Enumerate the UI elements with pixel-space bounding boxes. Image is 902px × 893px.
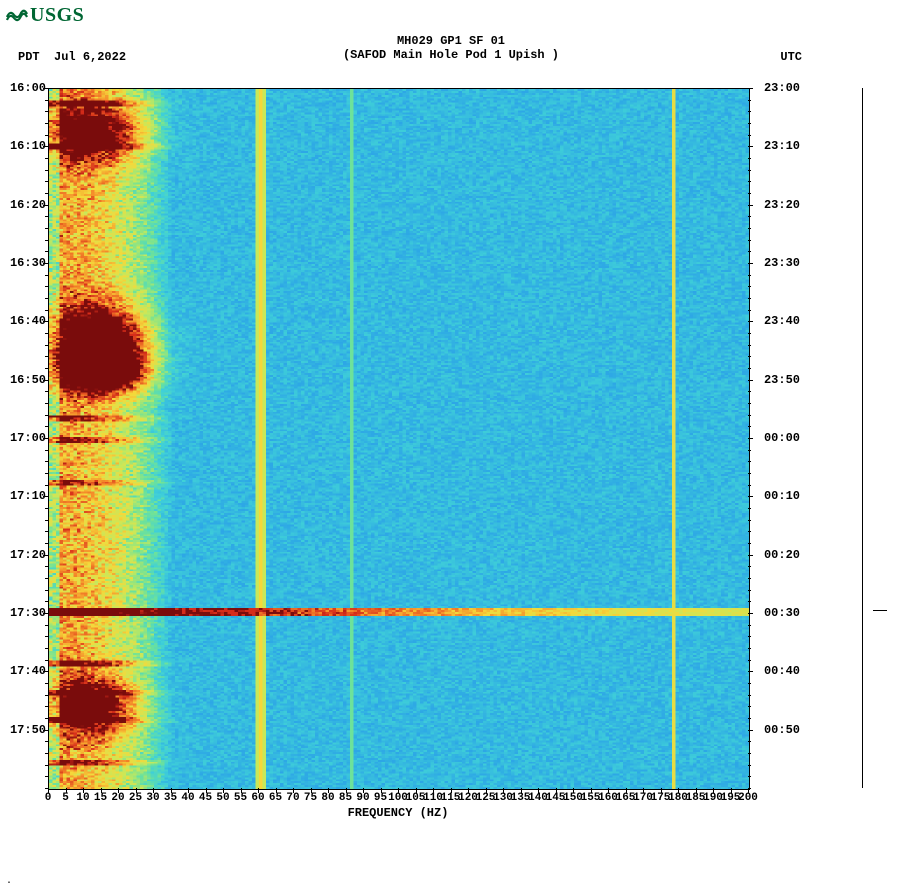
- y-left-label: 16:00: [10, 81, 46, 95]
- x-label: 10: [76, 792, 89, 804]
- y-right-label: 00:30: [764, 606, 800, 620]
- title-line-1: MH029 GP1 SF 01: [0, 34, 902, 48]
- x-axis-title: FREQUENCY (HZ): [48, 806, 748, 820]
- y-right-label: 00:20: [764, 548, 800, 562]
- x-label: 85: [339, 792, 352, 804]
- x-label: 70: [286, 792, 299, 804]
- usgs-logo: USGS: [6, 4, 84, 28]
- x-label: 50: [216, 792, 229, 804]
- y-left-label: 16:30: [10, 256, 46, 270]
- chart-title: MH029 GP1 SF 01 (SAFOD Main Hole Pod 1 U…: [0, 34, 902, 62]
- y-right-label: 23:00: [764, 81, 800, 95]
- y-right-label: 00:00: [764, 431, 800, 445]
- x-label: 65: [269, 792, 282, 804]
- y-left-label: 16:40: [10, 314, 46, 328]
- y-left-label: 17:10: [10, 489, 46, 503]
- x-label: 55: [234, 792, 247, 804]
- x-label: 25: [129, 792, 142, 804]
- y-left-label: 17:30: [10, 606, 46, 620]
- y-left-label: 16:50: [10, 373, 46, 387]
- x-label: 5: [62, 792, 69, 804]
- x-label: 30: [146, 792, 159, 804]
- spectrogram-canvas: [49, 89, 749, 789]
- y-left-label: 17:50: [10, 723, 46, 737]
- x-label: 40: [181, 792, 194, 804]
- y-right-label: 00:50: [764, 723, 800, 737]
- right-tz: UTC: [780, 50, 802, 64]
- usgs-text: USGS: [30, 4, 84, 26]
- x-label: 15: [94, 792, 107, 804]
- x-label: 90: [356, 792, 369, 804]
- y-left-label: 17:20: [10, 548, 46, 562]
- x-label: 45: [199, 792, 212, 804]
- y-axis-left: 16:0016:1016:2016:3016:4016:5017:0017:10…: [4, 88, 46, 788]
- x-label: 0: [45, 792, 52, 804]
- y-left-label: 17:40: [10, 664, 46, 678]
- y-left-label: 17:00: [10, 431, 46, 445]
- y-right-label: 23:50: [764, 373, 800, 387]
- usgs-wave-icon: [6, 5, 28, 28]
- header-left: PDT Jul 6,2022: [18, 50, 126, 64]
- y-right-label: 23:30: [764, 256, 800, 270]
- x-axis-labels: 0510152025303540455055606570758085909510…: [48, 792, 748, 806]
- x-label: 80: [321, 792, 334, 804]
- y-right-label: 00:10: [764, 489, 800, 503]
- x-label: 35: [164, 792, 177, 804]
- x-label: 20: [111, 792, 124, 804]
- date-text: Jul 6,2022: [54, 50, 126, 64]
- left-tz: PDT: [18, 50, 40, 64]
- x-label: 200: [738, 792, 758, 804]
- y-right-label: 23:10: [764, 139, 800, 153]
- y-right-label: 00:40: [764, 664, 800, 678]
- y-right-label: 23:20: [764, 198, 800, 212]
- spectrogram-plot: [48, 88, 750, 790]
- y-left-label: 16:10: [10, 139, 46, 153]
- y-left-label: 16:20: [10, 198, 46, 212]
- header-right: UTC: [780, 50, 802, 64]
- y-right-label: 23:40: [764, 314, 800, 328]
- corner-mark: .: [6, 876, 12, 887]
- x-label: 95: [374, 792, 387, 804]
- x-label: 75: [304, 792, 317, 804]
- x-label: 60: [251, 792, 264, 804]
- y-axis-right: 23:0023:1023:2023:3023:4023:5000:0000:10…: [754, 88, 800, 788]
- title-line-2: (SAFOD Main Hole Pod 1 Upish ): [0, 48, 902, 62]
